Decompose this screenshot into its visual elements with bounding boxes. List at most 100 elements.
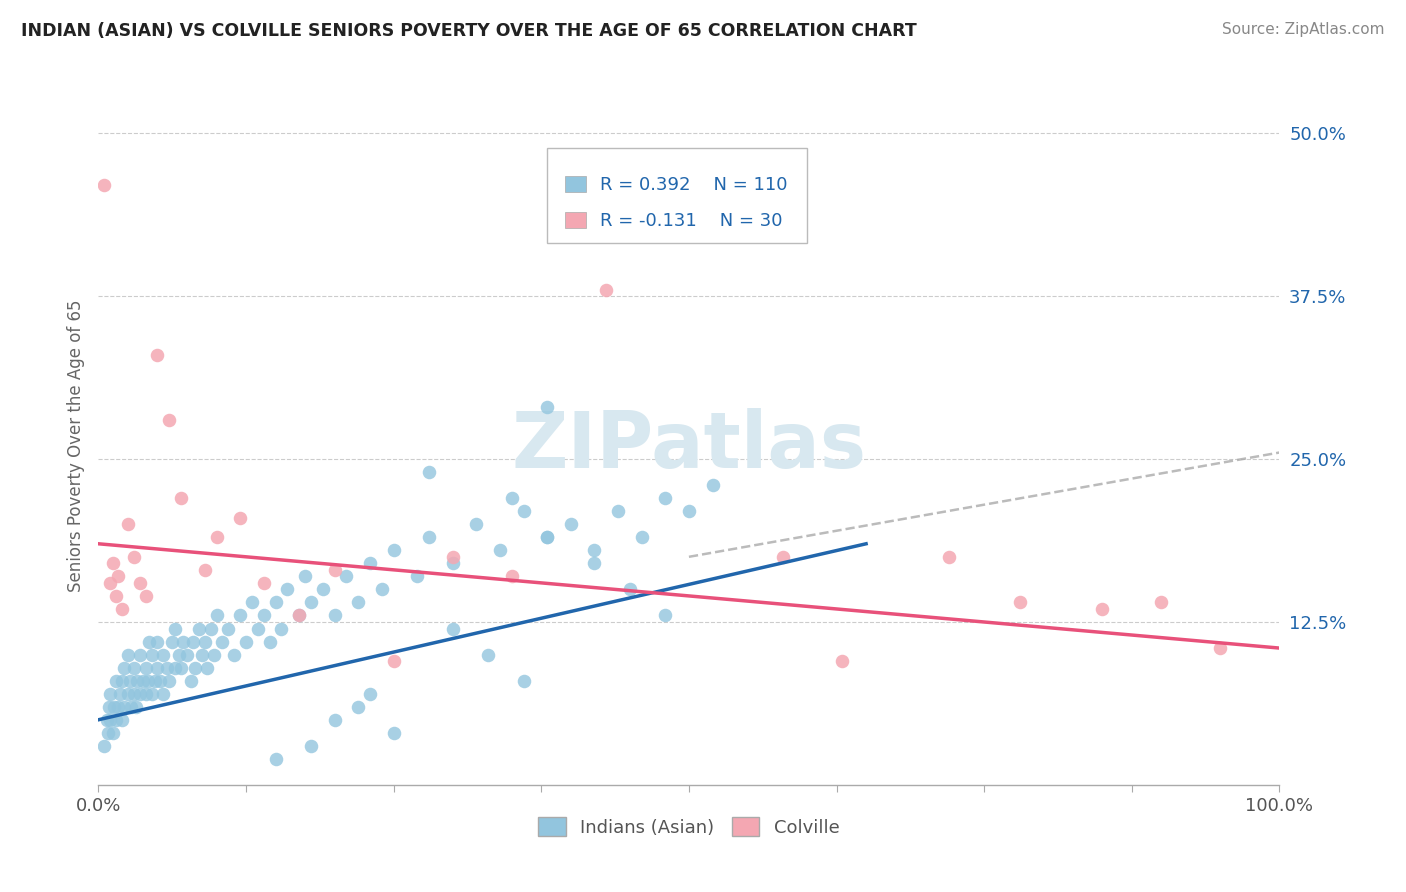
- Point: [105, 713, 128, 727]
- Point: [489, 543, 512, 558]
- Point: [253, 575, 276, 590]
- Point: [111, 713, 134, 727]
- Point: [288, 608, 311, 623]
- Point: [1008, 595, 1031, 609]
- Point: [152, 687, 174, 701]
- Point: [112, 699, 135, 714]
- Point: [122, 687, 145, 701]
- Point: [125, 699, 148, 714]
- Point: [98, 713, 121, 727]
- Point: [235, 634, 257, 648]
- Point: [276, 582, 298, 597]
- Bar: [565, 211, 586, 227]
- Point: [253, 608, 276, 623]
- Point: [347, 699, 370, 714]
- Point: [477, 648, 499, 662]
- Point: [98, 575, 121, 590]
- Point: [108, 687, 131, 701]
- Point: [831, 654, 853, 668]
- Point: [312, 582, 335, 597]
- Point: [619, 582, 641, 597]
- Point: [105, 589, 128, 603]
- Text: Source: ZipAtlas.com: Source: ZipAtlas.com: [1222, 22, 1385, 37]
- Point: [180, 673, 202, 688]
- Point: [1209, 641, 1232, 656]
- Point: [165, 660, 187, 674]
- Point: [583, 543, 606, 558]
- Point: [128, 687, 150, 701]
- Point: [135, 660, 157, 674]
- Point: [122, 660, 145, 674]
- Point: [335, 569, 357, 583]
- Point: [202, 648, 225, 662]
- Point: [194, 634, 217, 648]
- Point: [112, 660, 135, 674]
- Point: [323, 563, 346, 577]
- Point: [132, 673, 155, 688]
- Point: [418, 465, 440, 479]
- Point: [501, 491, 523, 505]
- Text: R = 0.392    N = 110: R = 0.392 N = 110: [600, 176, 787, 194]
- Point: [441, 557, 464, 571]
- FancyBboxPatch shape: [547, 148, 807, 243]
- Point: [181, 634, 204, 648]
- Point: [122, 549, 145, 564]
- Point: [93, 178, 115, 193]
- Point: [98, 699, 121, 714]
- Point: [229, 608, 252, 623]
- Point: [141, 648, 163, 662]
- Point: [441, 622, 464, 636]
- Point: [96, 713, 118, 727]
- Point: [217, 622, 239, 636]
- Point: [107, 569, 129, 583]
- Point: [98, 687, 121, 701]
- Point: [240, 595, 263, 609]
- Point: [501, 569, 523, 583]
- Point: [347, 595, 370, 609]
- Point: [187, 622, 209, 636]
- Point: [536, 530, 558, 544]
- Point: [630, 530, 652, 544]
- Point: [1091, 602, 1114, 616]
- Text: ZIPatlas: ZIPatlas: [512, 408, 866, 484]
- Point: [938, 549, 960, 564]
- Point: [117, 648, 139, 662]
- Text: R = -0.131    N = 30: R = -0.131 N = 30: [600, 212, 783, 230]
- Point: [107, 699, 129, 714]
- Point: [195, 660, 218, 674]
- Point: [654, 491, 676, 505]
- Legend: Indians (Asian), Colville: Indians (Asian), Colville: [531, 810, 846, 844]
- Point: [678, 504, 700, 518]
- Point: [135, 589, 157, 603]
- Y-axis label: Seniors Poverty Over the Age of 65: Seniors Poverty Over the Age of 65: [66, 300, 84, 592]
- Point: [607, 504, 630, 518]
- Point: [105, 673, 128, 688]
- Point: [146, 660, 169, 674]
- Point: [128, 648, 150, 662]
- Point: [176, 648, 198, 662]
- Point: [157, 413, 180, 427]
- Point: [382, 654, 405, 668]
- Point: [149, 673, 172, 688]
- Bar: [565, 176, 586, 192]
- Point: [246, 622, 269, 636]
- Point: [441, 549, 464, 564]
- Point: [167, 648, 190, 662]
- Point: [259, 634, 281, 648]
- Point: [146, 348, 169, 362]
- Point: [583, 557, 606, 571]
- Point: [323, 608, 346, 623]
- Point: [194, 563, 217, 577]
- Point: [654, 608, 676, 623]
- Point: [117, 687, 139, 701]
- Point: [359, 557, 381, 571]
- Point: [101, 726, 124, 740]
- Point: [127, 673, 149, 688]
- Point: [382, 543, 405, 558]
- Point: [157, 673, 180, 688]
- Point: [111, 673, 134, 688]
- Point: [560, 517, 582, 532]
- Point: [135, 687, 157, 701]
- Point: [512, 504, 534, 518]
- Point: [406, 569, 429, 583]
